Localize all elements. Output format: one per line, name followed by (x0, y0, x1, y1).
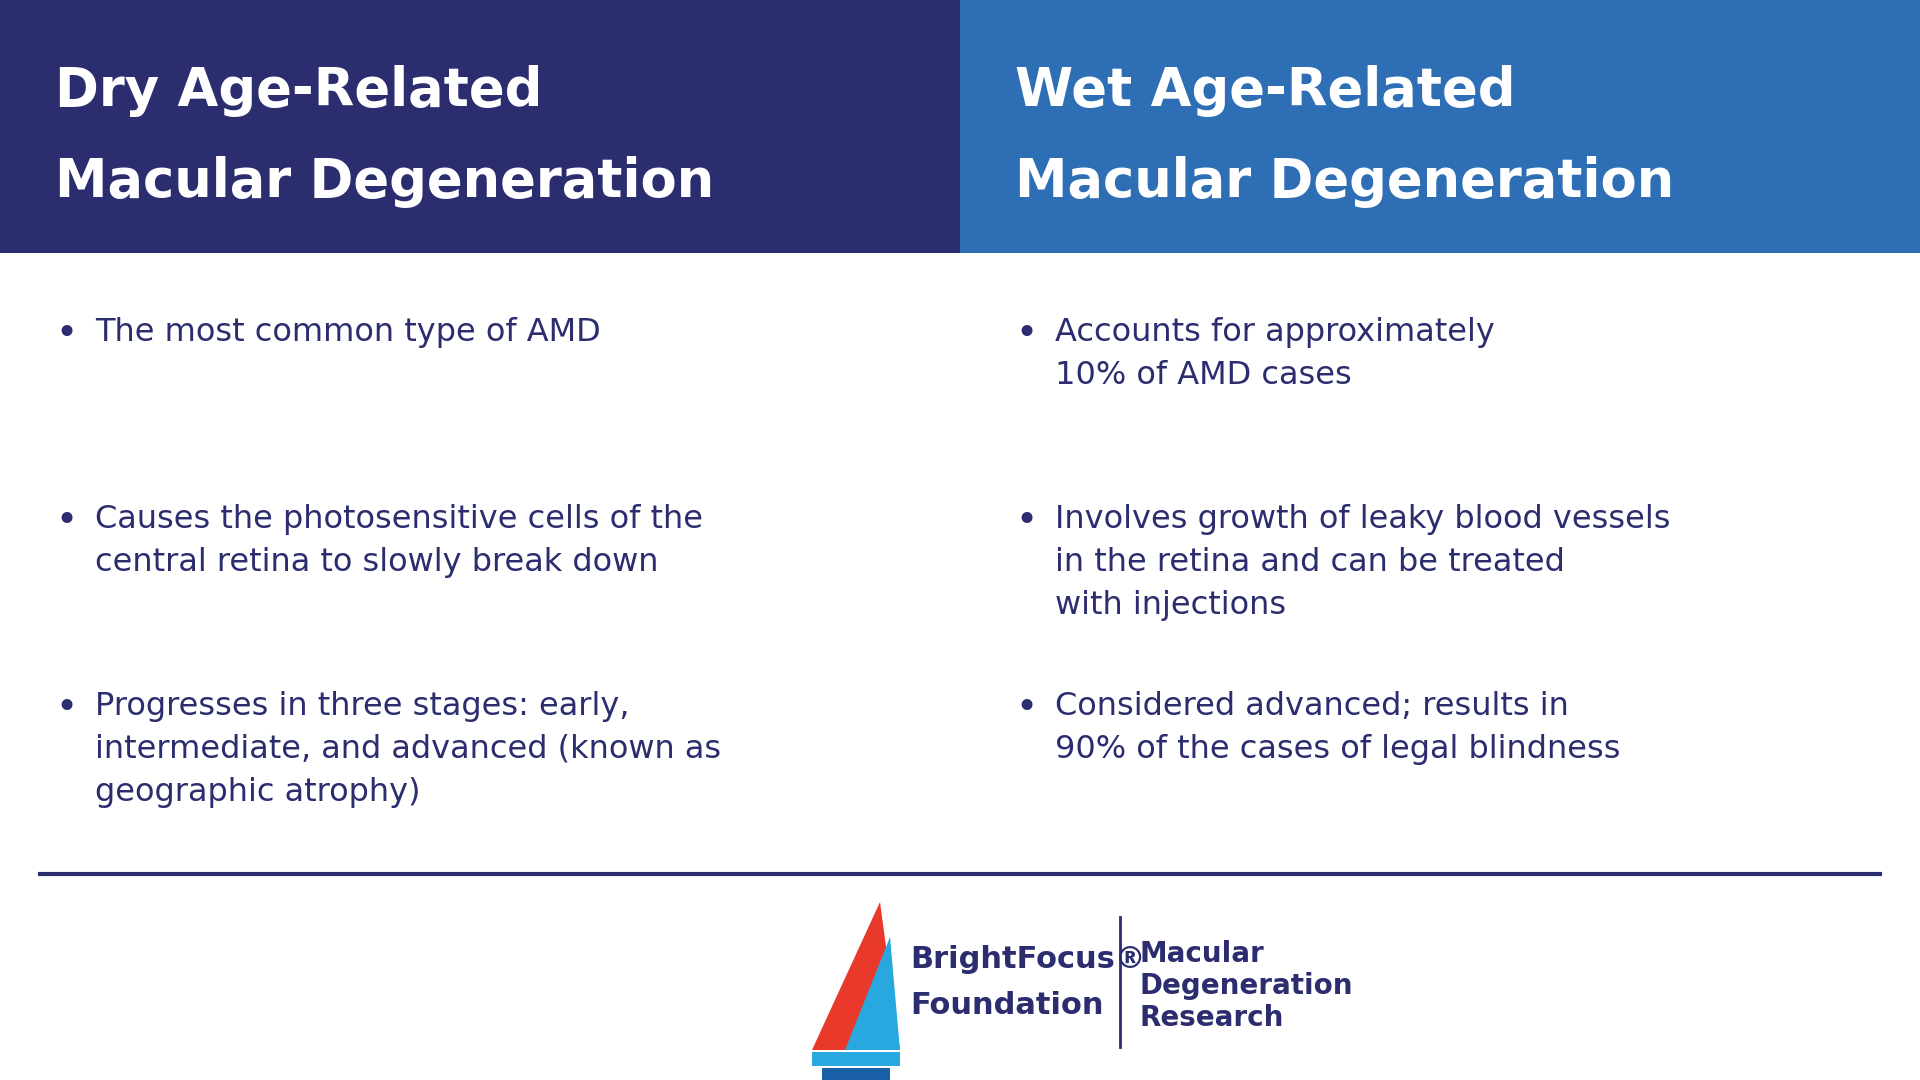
Text: Macular Degeneration: Macular Degeneration (56, 157, 714, 208)
Text: The most common type of AMD: The most common type of AMD (94, 316, 601, 348)
Text: Involves growth of leaky blood vessels
in the retina and can be treated
with inj: Involves growth of leaky blood vessels i… (1054, 503, 1670, 621)
Text: Degeneration: Degeneration (1140, 972, 1354, 1000)
Text: Causes the photosensitive cells of the
central retina to slowly break down: Causes the photosensitive cells of the c… (94, 503, 703, 578)
Text: •: • (56, 316, 77, 353)
Text: Considered advanced; results in
90% of the cases of legal blindness: Considered advanced; results in 90% of t… (1054, 691, 1620, 765)
Text: •: • (1016, 503, 1037, 540)
Text: •: • (56, 503, 77, 540)
Text: •: • (56, 691, 77, 727)
Text: Research: Research (1140, 1004, 1284, 1032)
Bar (812, 1052, 900, 1066)
Text: •: • (1016, 691, 1037, 727)
Text: Progresses in three stages: early,
intermediate, and advanced (known as
geograph: Progresses in three stages: early, inter… (94, 691, 722, 808)
Text: Dry Age-Related: Dry Age-Related (56, 65, 541, 117)
Text: Accounts for approximately
10% of AMD cases: Accounts for approximately 10% of AMD ca… (1054, 316, 1496, 391)
Text: Foundation: Foundation (910, 991, 1104, 1021)
Text: Macular Degeneration: Macular Degeneration (1016, 157, 1674, 208)
Text: Macular: Macular (1140, 940, 1265, 968)
Bar (960, 0, 1920, 253)
Bar (822, 1068, 891, 1080)
Bar (0, 0, 960, 253)
Text: •: • (1016, 316, 1037, 353)
Polygon shape (845, 937, 900, 1050)
Text: BrightFocus®: BrightFocus® (910, 945, 1146, 974)
Polygon shape (812, 902, 900, 1050)
Text: Wet Age-Related: Wet Age-Related (1016, 65, 1515, 117)
